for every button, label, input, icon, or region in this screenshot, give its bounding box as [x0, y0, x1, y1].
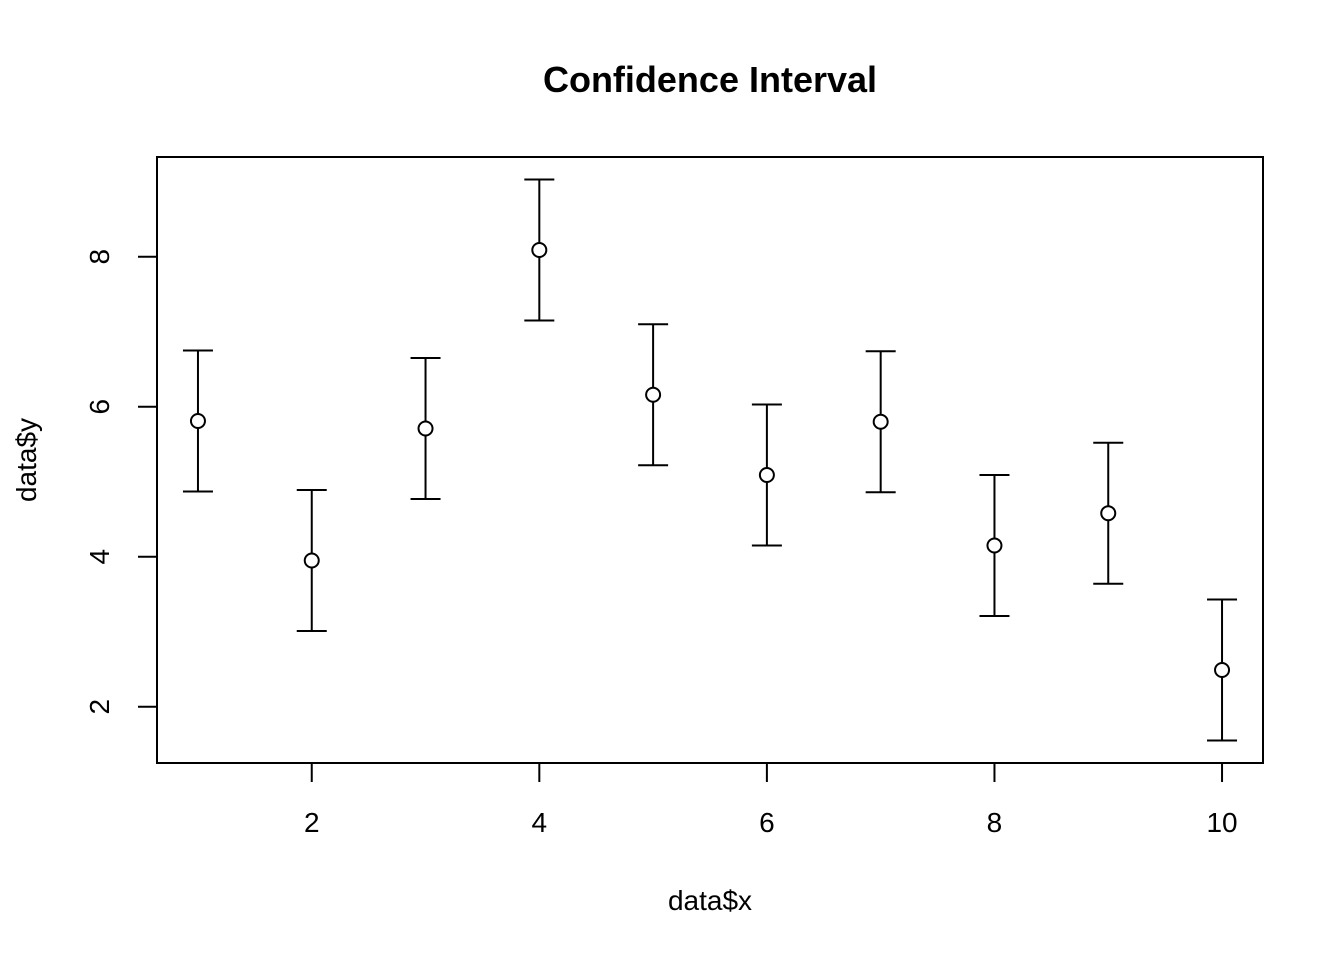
x-tick-label-6: 6: [759, 807, 775, 838]
data-point-1: [189, 413, 206, 429]
plot-frame: [156, 156, 1264, 764]
error-bar-3: [410, 357, 441, 500]
data-point-5: [645, 386, 662, 403]
error-bar-9: [1093, 441, 1124, 585]
data-point-4: [531, 242, 548, 258]
error-bar-6: [751, 403, 782, 547]
y-axis-label: data$y: [11, 418, 42, 502]
data-point-3: [417, 420, 434, 437]
error-bar-2: [296, 489, 327, 632]
error-bar-7: [865, 350, 896, 494]
y-axis: 2 4 6 8: [84, 249, 157, 715]
x-tick-label-4: 4: [532, 807, 548, 838]
y-tick-label-2: 2: [84, 699, 115, 715]
x-axis-label: data$x: [668, 885, 752, 916]
data-point-2: [303, 552, 320, 569]
x-tick-label-8: 8: [987, 807, 1003, 838]
error-bar-1: [182, 349, 213, 493]
x-tick-label-2: 2: [304, 807, 320, 838]
data-point-6: [758, 467, 775, 483]
y-tick-label-8: 8: [84, 249, 115, 265]
error-bar-4: [524, 178, 555, 322]
error-bar-8: [979, 474, 1010, 617]
data-point-7: [872, 413, 889, 430]
chart-title: Confidence Interval: [543, 59, 877, 100]
data-marks: [182, 178, 1238, 742]
error-bar-5: [638, 323, 669, 467]
error-bar-10: [1207, 598, 1238, 742]
x-axis: 2 4 6 8 10: [304, 763, 1238, 838]
y-tick-label-4: 4: [84, 549, 115, 565]
data-point-9: [1100, 505, 1117, 522]
y-tick-label-6: 6: [84, 399, 115, 415]
data-point-10: [1214, 662, 1231, 678]
x-tick-label-10: 10: [1206, 807, 1237, 838]
data-point-8: [986, 537, 1003, 554]
